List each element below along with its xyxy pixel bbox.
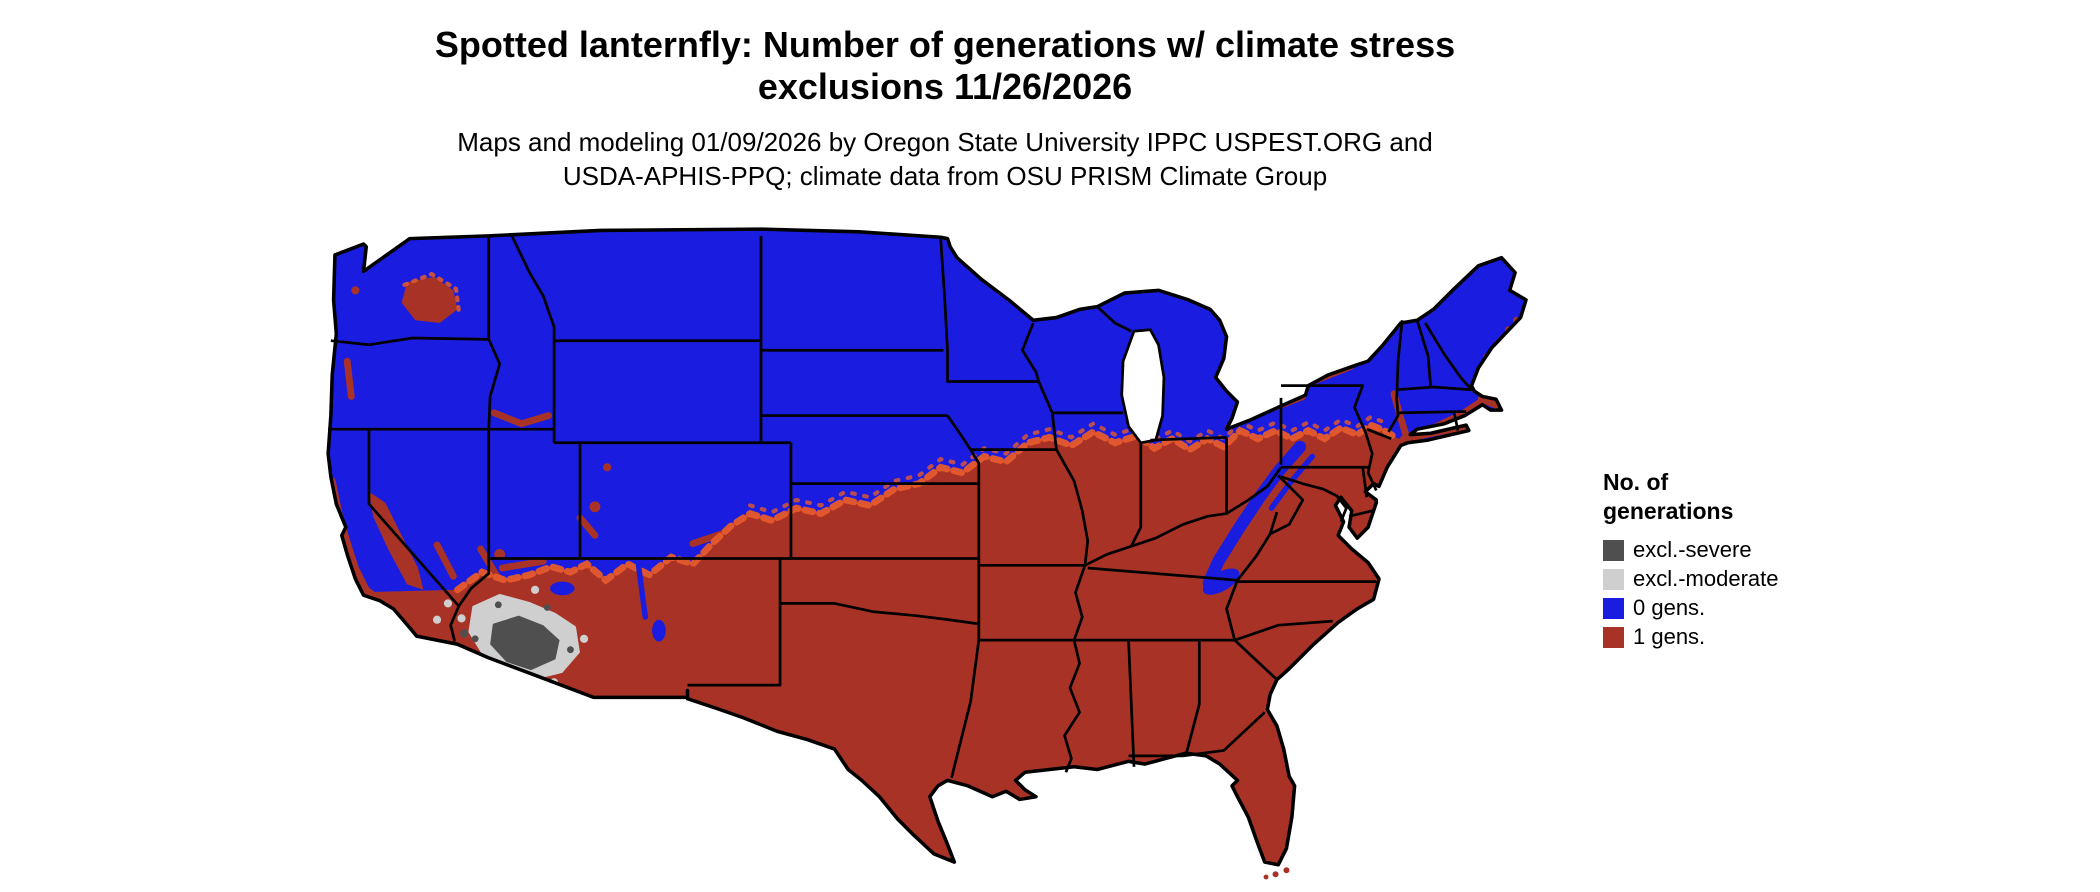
legend-item-1-gens: 1 gens. [1603, 625, 1833, 650]
legend-item-0-gens: 0 gens. [1603, 596, 1833, 621]
legend-label-0-gens: 0 gens. [1633, 595, 1706, 620]
page-subtitle: Maps and modeling 01/09/2026 by Oregon S… [445, 126, 1445, 194]
florida-keys-dots [1263, 867, 1290, 880]
map-title-text: Spotted lanternfly: Number of generation… [434, 24, 1456, 108]
transition-dash-upper [748, 414, 1387, 515]
lake-michigan [1120, 328, 1166, 445]
legend-item-excl-severe: excl.-severe [1603, 538, 1833, 563]
exclusion-severe-zone [460, 601, 574, 682]
transition-dash-west [402, 271, 461, 313]
excl-severe-blob [490, 615, 560, 671]
legend-title: No. of generations [1603, 469, 1734, 524]
national-outline [326, 227, 1528, 867]
legend-item-excl-moderate: excl.-moderate [1603, 567, 1833, 592]
legend-swatch-1-gens [1603, 626, 1624, 648]
page-title: Spotted lanternfly: Number of generation… [395, 24, 1495, 109]
legend-label-1-gens: 1 gens. [1633, 624, 1706, 649]
legend-swatch-excl-moderate [1603, 568, 1624, 590]
transition-band [402, 271, 1399, 594]
map-legend: No. of generations excl.-severe excl.-mo… [1603, 468, 1833, 654]
columbia-basin-blob [401, 276, 458, 324]
transition-dash-main [454, 421, 1399, 594]
us-map-canvas [325, 225, 1570, 892]
legend-swatch-0-gens [1603, 597, 1624, 619]
state-borders [328, 235, 1473, 778]
legend-label-excl-moderate: excl.-moderate [1633, 566, 1779, 591]
legend-swatch-excl-severe [1603, 539, 1624, 561]
us-map-svg [326, 227, 1528, 880]
map-subtitle-text: Maps and modeling 01/09/2026 by Oregon S… [457, 127, 1433, 191]
central-valley-blob [368, 491, 424, 590]
legend-label-excl-severe: excl.-severe [1633, 537, 1752, 562]
secondary-blue-stripes [635, 453, 1316, 620]
